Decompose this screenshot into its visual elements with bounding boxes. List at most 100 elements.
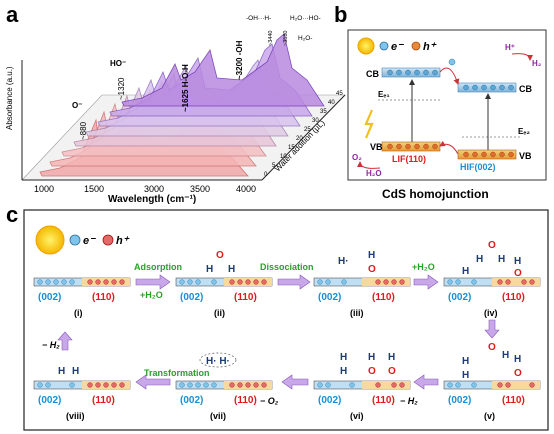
facet-labels-row-1: (002) (110) (002) (110) (002) (110) (002…	[38, 292, 525, 303]
electron-icon	[379, 41, 389, 51]
svg-text:H: H	[72, 366, 79, 377]
vb-holes	[387, 143, 514, 158]
peak-labels: O⁻ ~880 HO⁻ ~1320 ~1625 H-O-H ~3200 -OH …	[72, 15, 321, 140]
step-i: (i)	[74, 308, 83, 318]
process-arrows	[57, 274, 500, 390]
arrow-vii-viii	[135, 374, 171, 390]
x-tick-3500: 3500	[190, 184, 210, 194]
svg-text:O: O	[514, 368, 522, 379]
step-iv: (iv)	[484, 308, 498, 318]
hif-label: HIF(002)	[460, 162, 496, 172]
cb-right-bar	[457, 82, 517, 93]
hole-icon-c	[102, 234, 114, 246]
svg-text:H: H	[368, 352, 375, 363]
o2-label: O₂	[352, 153, 362, 162]
vb-left-label: VB	[370, 142, 383, 152]
surface-dots	[37, 279, 535, 388]
peak-3580: ~3580	[283, 31, 289, 46]
panel-a-label: a	[6, 2, 19, 27]
svg-text:H: H	[514, 354, 521, 365]
ef1-label: Eₑ₁	[378, 90, 390, 99]
svg-text:H· H·: H· H·	[206, 356, 230, 367]
facet-002-iii: (002)	[318, 292, 341, 303]
panel-b-label: b	[334, 2, 347, 27]
cb-left-bar	[381, 67, 441, 78]
arrow-viii-i	[57, 331, 73, 351]
plus-h2o-label-2: +H₂O	[412, 262, 435, 272]
peak-h2o-minus: H₂O-	[298, 35, 312, 42]
panel-c: c e⁻ h⁺	[6, 202, 549, 431]
svg-text:H: H	[462, 370, 469, 381]
vb-right-bar	[457, 149, 517, 160]
surface-iv-right	[492, 278, 540, 286]
arrow-v-vi	[413, 374, 439, 390]
electron-legend: e⁻	[391, 41, 404, 53]
spectrum-7	[121, 33, 325, 107]
z-tick-35: 35	[320, 109, 327, 115]
step-viii: (viii)	[66, 411, 85, 421]
facet-002-vi: (002)	[318, 395, 341, 406]
arrow-vi-vii	[281, 374, 309, 390]
svg-text:H: H	[514, 256, 521, 267]
facet-002-ii: (002)	[180, 292, 203, 303]
facet-002-viii: (002)	[38, 395, 61, 406]
z-tick-45: 45	[336, 91, 343, 97]
h2-evolution-arrow	[511, 53, 533, 61]
facet-002-v: (002)	[448, 395, 471, 406]
arrow-iii-iv	[413, 274, 439, 290]
x-tick-1500: 1500	[84, 184, 104, 194]
surface-vi-right	[362, 381, 410, 389]
minus-h2-label-2: − H₂	[42, 340, 60, 350]
peak-880: ~880	[79, 121, 88, 140]
peak-1625: ~1625 H-O-H	[181, 64, 190, 112]
svg-text:H: H	[462, 356, 469, 367]
svg-text:O: O	[488, 240, 496, 251]
hplus-label: H⁺	[505, 43, 515, 52]
z-tick-0: 0	[264, 172, 268, 178]
electron-legend-c: e⁻	[83, 235, 96, 247]
peak-h2o-ho: H₂O···HO-	[290, 15, 321, 22]
svg-text:O: O	[368, 366, 376, 377]
step-v: (v)	[484, 411, 495, 421]
x-tick-3000: 3000	[144, 184, 164, 194]
z-tick-5: 5	[272, 163, 276, 169]
peak-o-minus: O⁻	[72, 101, 82, 110]
cb-right-label: CB	[519, 84, 532, 94]
surface-v-right	[492, 381, 540, 389]
panel-a: a Absorbance (a.u.) Wavelength (cm⁻¹) 10…	[5, 2, 346, 205]
arrow-ii-iii	[277, 274, 311, 290]
svg-text:H·: H·	[338, 256, 349, 267]
peak-oh-h: -OH···H-	[246, 15, 271, 22]
svg-text:H: H	[228, 264, 235, 275]
migrating-electron	[448, 58, 456, 66]
cb-electrons	[387, 69, 514, 91]
arrow-i-ii	[135, 274, 171, 290]
facet-110-ii: (110)	[234, 292, 257, 303]
hole-icon	[411, 41, 421, 51]
facet-110-i: (110)	[92, 292, 115, 303]
electron-icon-c	[69, 234, 81, 246]
svg-text:H: H	[58, 366, 65, 377]
facet-110-viii: (110)	[92, 395, 115, 406]
svg-text:H: H	[388, 352, 395, 363]
z-tick-40: 40	[328, 100, 335, 106]
z-tick-20: 20	[296, 136, 303, 142]
peak-3440: ~3440	[268, 31, 274, 46]
svg-text:H: H	[206, 264, 213, 275]
panel-b-title: CdS homojunction	[382, 187, 489, 201]
z-axis-line	[261, 94, 346, 181]
process-labels: Adsorption +H₂O Dissociation +H₂O Transf…	[42, 262, 435, 406]
y-axis-label: Absorbance (a.u.)	[5, 66, 14, 130]
svg-text:H: H	[476, 254, 483, 265]
facet-labels-row-2: (002) (110) (002) (110) (002) (110) (002…	[38, 395, 525, 406]
z-tick-10: 10	[280, 154, 287, 160]
facet-110-v: (110)	[502, 395, 525, 406]
electron-transfer-arrow	[439, 67, 460, 85]
facet-110-vi: (110)	[372, 395, 395, 406]
plus-h2o-label-1: +H₂O	[140, 290, 163, 300]
z-tick-25: 25	[304, 127, 311, 133]
svg-text:O: O	[488, 342, 496, 353]
arrow-iv-v	[484, 319, 500, 339]
svg-text:H: H	[462, 266, 469, 277]
light-bolt-icon	[364, 109, 374, 139]
